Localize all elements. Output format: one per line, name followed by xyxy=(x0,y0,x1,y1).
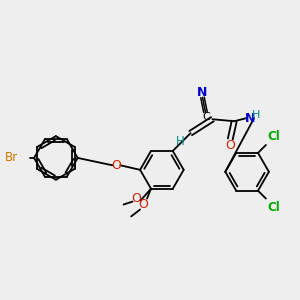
Text: Cl: Cl xyxy=(268,130,280,142)
Text: H: H xyxy=(252,110,260,120)
Text: O: O xyxy=(138,198,148,211)
Text: O: O xyxy=(132,192,142,205)
Text: H: H xyxy=(176,134,185,148)
Text: N: N xyxy=(245,112,255,125)
Text: C: C xyxy=(202,112,210,122)
Text: Cl: Cl xyxy=(268,201,280,214)
Text: Br: Br xyxy=(5,152,18,164)
Text: O: O xyxy=(225,140,235,152)
Text: N: N xyxy=(197,86,208,99)
Text: O: O xyxy=(111,159,121,172)
